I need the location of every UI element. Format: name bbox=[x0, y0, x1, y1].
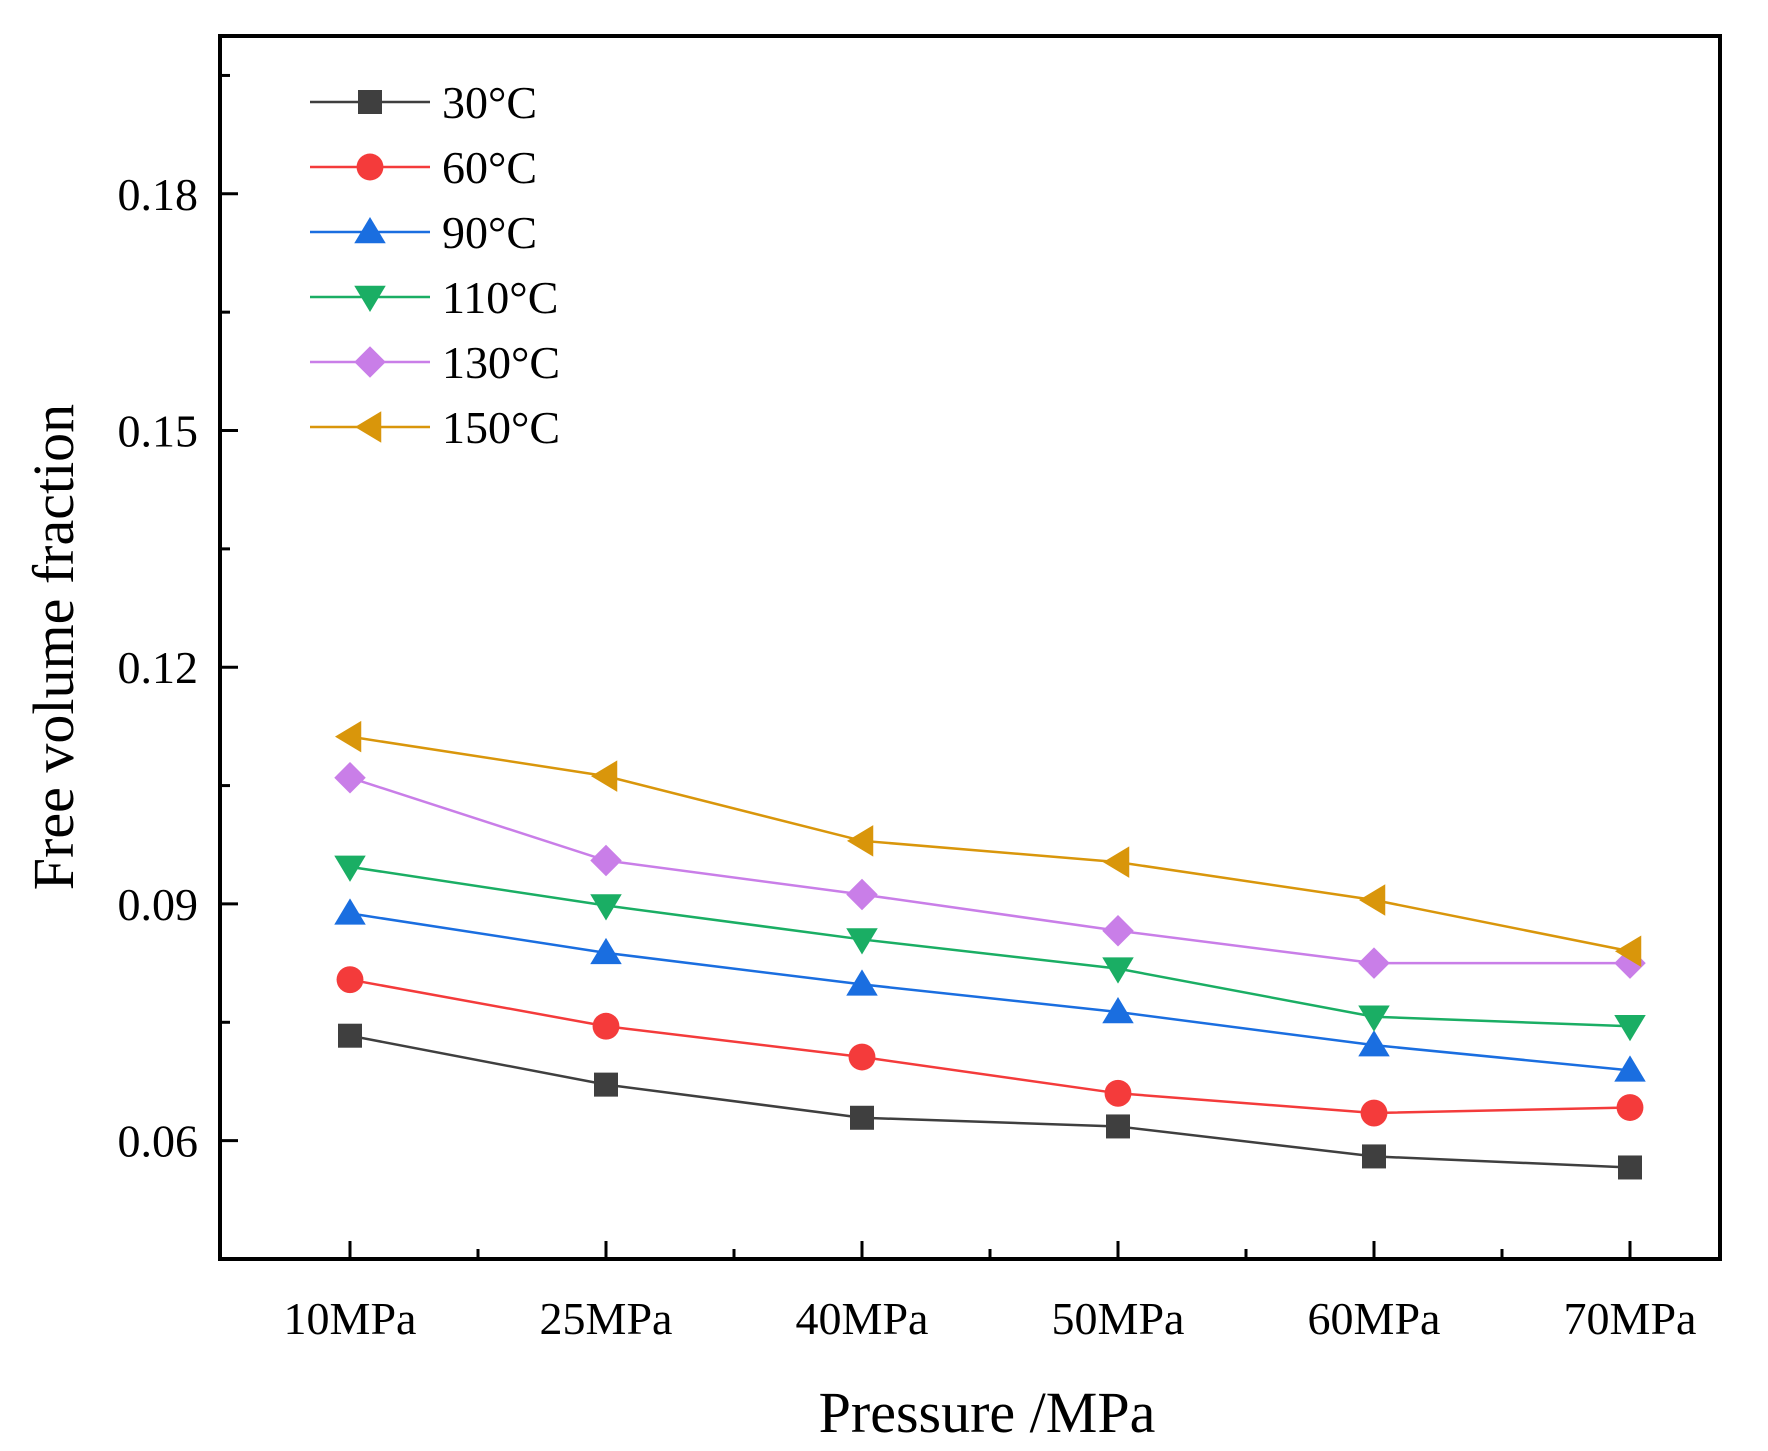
legend-label: 110°C bbox=[442, 272, 558, 323]
legend-marker bbox=[356, 153, 384, 181]
data-point bbox=[590, 894, 622, 921]
series-line-2 bbox=[349, 912, 1631, 1072]
x-tick-label: 40MPa bbox=[796, 1293, 929, 1344]
x-tick-label: 10MPa bbox=[284, 1293, 417, 1344]
series-line-3 bbox=[349, 865, 1631, 1028]
data-point bbox=[1102, 997, 1134, 1024]
series-markers bbox=[334, 720, 1646, 1180]
series-lines bbox=[349, 735, 1631, 1169]
x-tick-label: 25MPa bbox=[540, 1293, 673, 1344]
data-point bbox=[847, 825, 874, 857]
x-axis-label: Pressure /MPa bbox=[819, 1380, 1156, 1445]
data-point bbox=[335, 720, 362, 753]
legend-label: 30°C bbox=[442, 77, 537, 128]
data-point bbox=[1358, 1005, 1390, 1032]
data-point bbox=[1106, 1114, 1130, 1139]
data-point bbox=[1102, 957, 1134, 984]
legend-label: 130°C bbox=[442, 337, 560, 388]
data-point bbox=[1360, 1099, 1388, 1127]
data-point bbox=[591, 760, 618, 792]
data-point bbox=[338, 1023, 362, 1048]
legend-label: 90°C bbox=[442, 207, 537, 258]
legend-label: 150°C bbox=[442, 402, 560, 453]
y-axis: 0.06 0.09 0.12 0.15 0.18 bbox=[118, 73, 238, 1167]
data-point bbox=[846, 878, 878, 911]
legend-marker bbox=[354, 285, 386, 312]
data-point bbox=[336, 966, 364, 994]
data-point bbox=[590, 937, 622, 965]
y-tick-label: 0.06 bbox=[118, 1116, 199, 1167]
data-point bbox=[1358, 1030, 1390, 1057]
x-tick-label: 70MPa bbox=[1564, 1293, 1697, 1344]
series-line-4 bbox=[349, 776, 1630, 965]
y-tick-label: 0.12 bbox=[118, 642, 199, 693]
y-axis-label: Free volume fraction bbox=[21, 404, 86, 890]
data-point bbox=[1615, 935, 1642, 968]
data-point bbox=[846, 969, 878, 996]
data-point bbox=[846, 928, 878, 955]
legend-marker bbox=[354, 346, 386, 378]
legend: 30°C 60°C 90°C 110°C 130°C 150°C bbox=[310, 77, 560, 453]
data-point bbox=[1104, 1079, 1132, 1107]
data-point bbox=[1614, 1014, 1646, 1042]
axes-box bbox=[218, 34, 1722, 1261]
data-point bbox=[334, 761, 366, 794]
data-point bbox=[1362, 1144, 1386, 1169]
data-point bbox=[1359, 884, 1386, 916]
series-line-0 bbox=[349, 1034, 1631, 1169]
y-tick-label: 0.09 bbox=[118, 879, 199, 930]
data-point bbox=[334, 898, 366, 925]
data-point bbox=[1616, 1094, 1644, 1121]
legend-marker bbox=[355, 411, 382, 443]
data-point bbox=[850, 1105, 874, 1130]
x-tick-label: 60MPa bbox=[1308, 1293, 1441, 1344]
data-point bbox=[334, 855, 366, 882]
data-point bbox=[1103, 846, 1130, 878]
x-tick-label: 50MPa bbox=[1052, 1293, 1185, 1344]
series-line-1 bbox=[349, 978, 1631, 1115]
data-point bbox=[1618, 1155, 1642, 1180]
data-point bbox=[594, 1072, 618, 1097]
data-point bbox=[1614, 1055, 1646, 1082]
data-point bbox=[848, 1043, 876, 1071]
legend-label: 60°C bbox=[442, 142, 537, 193]
x-axis: 10MPa 25MPa 40MPa 50MPa 60MPa 70MPa bbox=[284, 1241, 1697, 1344]
data-point bbox=[592, 1012, 620, 1040]
series-line-5 bbox=[349, 735, 1631, 953]
plot-frame bbox=[218, 34, 1722, 1261]
legend-marker bbox=[354, 217, 386, 244]
y-tick-label: 0.18 bbox=[118, 169, 199, 220]
data-point bbox=[590, 844, 622, 877]
data-point bbox=[1358, 947, 1390, 979]
data-point bbox=[1102, 915, 1134, 947]
y-tick-label: 0.15 bbox=[118, 406, 199, 457]
legend-marker bbox=[358, 90, 382, 114]
